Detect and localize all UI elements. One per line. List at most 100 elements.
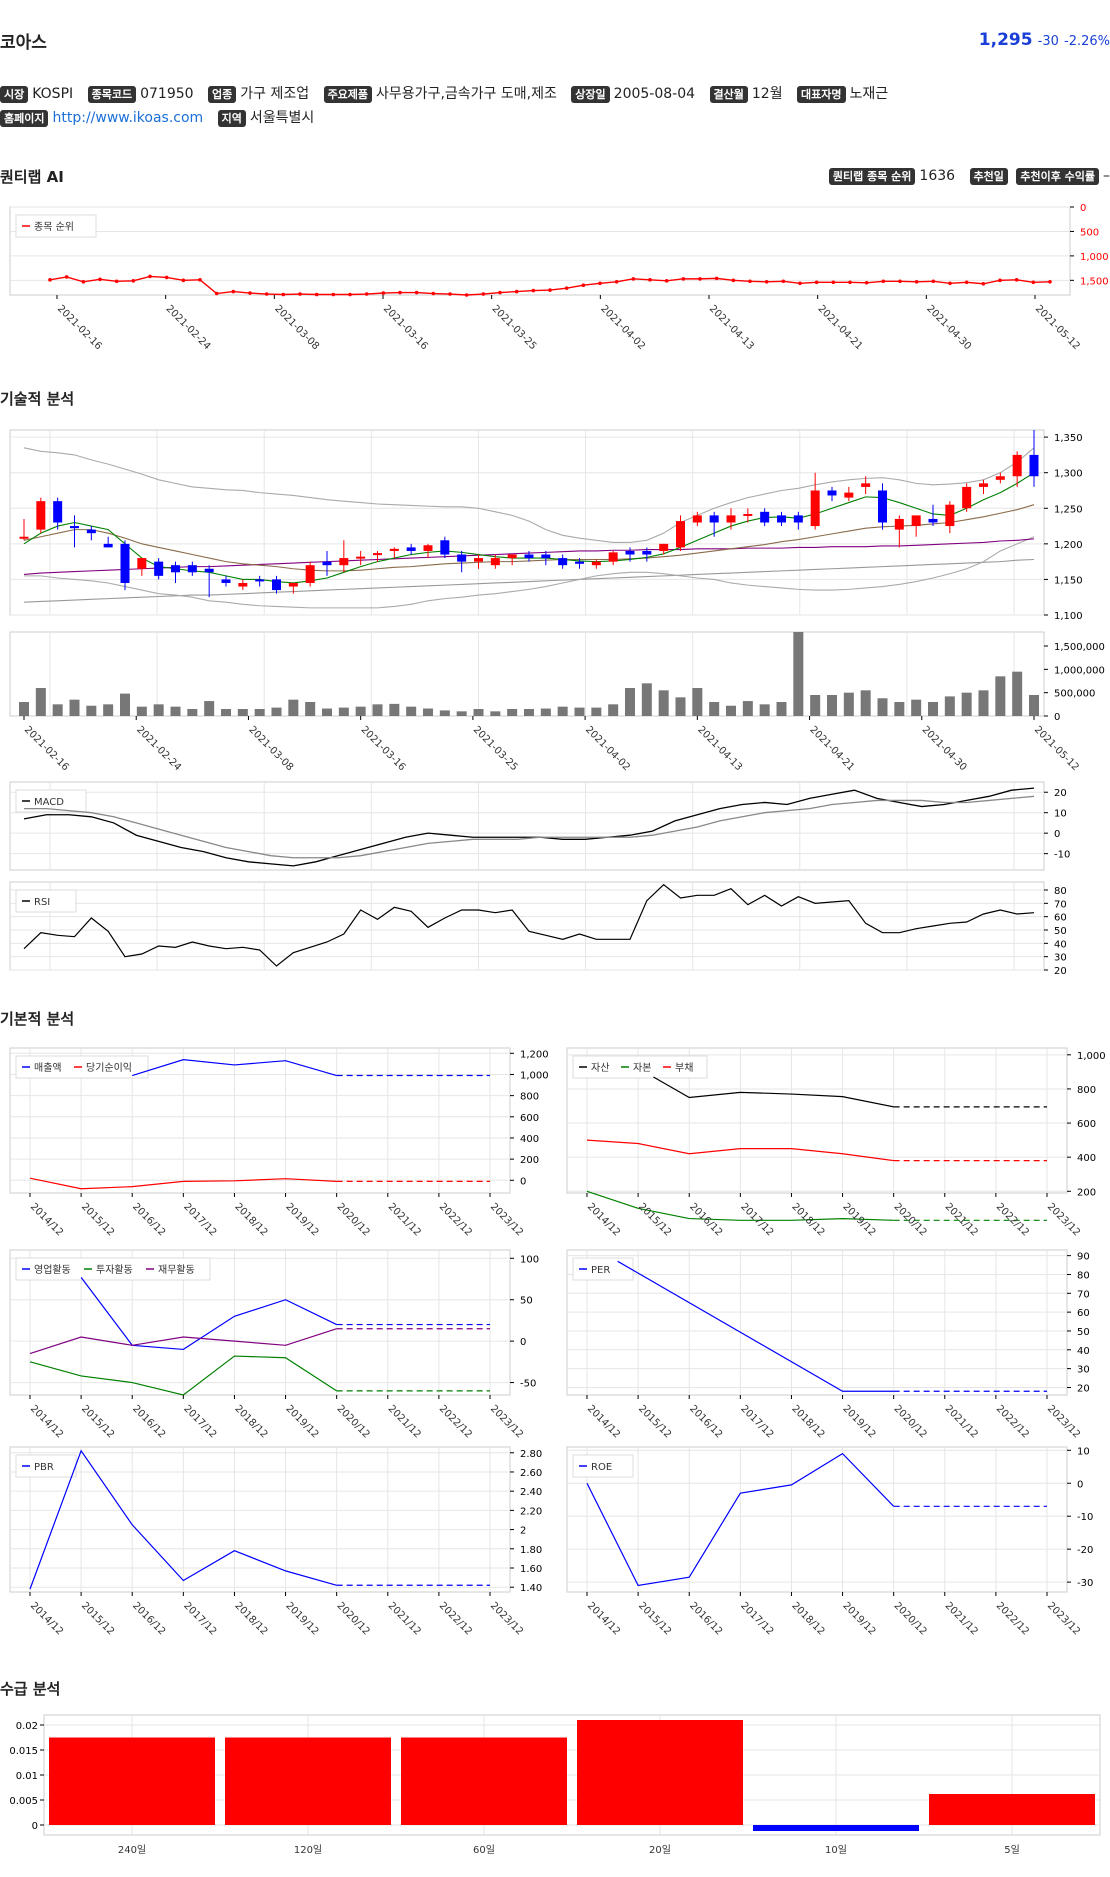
- rec-return-tag: 추천이후 수익률: [1016, 167, 1099, 185]
- candle-body: [726, 515, 736, 523]
- rsi-tick-label-6: 20: [1054, 966, 1067, 977]
- price-tick-label-2: 1,250: [1054, 504, 1083, 515]
- per-x-label-5: 2019/12: [840, 1403, 877, 1440]
- per-x-label-6: 2020/12: [892, 1403, 929, 1440]
- legend-label-0: PBR: [34, 1462, 54, 1473]
- rank-point: [681, 277, 686, 281]
- supply-tick-label-4: 0: [32, 1821, 38, 1832]
- cashflow-영업활동-solid: [80, 1276, 337, 1351]
- volume-x-label-8: 2021-04-30: [920, 724, 969, 773]
- candle-body: [86, 529, 96, 534]
- rank-point: [414, 290, 419, 295]
- supply-title: 수급 분석: [0, 1680, 61, 1698]
- pbr-x-label-9: 2023/12: [488, 1600, 525, 1637]
- volume-bar: [423, 708, 433, 716]
- candle-body: [608, 552, 618, 562]
- sales-x-label-4: 2018/12: [232, 1201, 269, 1238]
- volume-bar: [944, 696, 955, 716]
- volume-bar: [540, 708, 551, 716]
- volume-x-label-6: 2021-04-13: [695, 724, 744, 773]
- rank-point: [764, 280, 769, 284]
- rank-point: [264, 292, 269, 296]
- candle-body: [810, 490, 820, 527]
- per-x-label-2: 2016/12: [687, 1403, 724, 1440]
- cashflow-x-label-3: 2017/12: [181, 1403, 218, 1440]
- candle-body: [541, 554, 551, 559]
- rec-return-value: –: [1103, 168, 1110, 184]
- rank-point: [398, 290, 402, 295]
- supply-x-label-1: 120일: [294, 1844, 322, 1856]
- per-tick-label-5: 40: [1077, 1346, 1090, 1357]
- volume-bar: [1012, 671, 1023, 716]
- rank-point: [131, 279, 136, 283]
- cashflow-x-label-0: 2014/12: [28, 1403, 65, 1440]
- candle-body: [406, 547, 416, 551]
- volume-bar: [625, 688, 635, 716]
- sales-x-label-6: 2020/12: [335, 1201, 372, 1238]
- candle-body: [356, 556, 366, 559]
- rank-tick-label-0: 0: [1080, 203, 1086, 214]
- balance-tick-label-1: 800: [1077, 1085, 1096, 1096]
- volume-bar: [827, 695, 837, 716]
- per-tick-label-2: 70: [1077, 1289, 1090, 1300]
- candle-body: [1029, 454, 1039, 477]
- rank-tick-label-1: 500: [1080, 227, 1099, 238]
- macd-tick-label-2: 0: [1054, 829, 1060, 840]
- candle-body: [103, 543, 113, 548]
- candle-body: [709, 515, 719, 523]
- candle-body: [457, 554, 467, 562]
- rank-point: [98, 277, 102, 282]
- rank-point: [448, 292, 452, 296]
- legend-box: [15, 1257, 211, 1281]
- candle-body: [659, 543, 669, 551]
- pbr-chart: 2.80 2.60 2.40 2.20 2 1.80 1.60 1.40 PBR 2014/12 2…: [9, 1446, 542, 1637]
- balance-tick-label-3: 400: [1077, 1153, 1096, 1164]
- candle-body: [911, 515, 921, 527]
- per-tick-label-7: 20: [1077, 1383, 1090, 1394]
- sales-tick-label-5: 200: [520, 1155, 539, 1166]
- supply-tick-label-1: 0.015: [9, 1746, 38, 1757]
- cashflow-tick-label-0: 100: [520, 1254, 539, 1265]
- rank-point: [281, 292, 286, 297]
- rank-x-label-2: 2021-03-08: [272, 303, 321, 352]
- homepage-link[interactable]: http://www.ikoas.com: [52, 110, 204, 126]
- cashflow-tick-label-2: 0: [520, 1337, 526, 1348]
- candle-body: [928, 518, 938, 523]
- rank-point: [298, 292, 302, 296]
- price-change-pct: -2.26%: [1064, 34, 1110, 49]
- candle-body: [575, 561, 584, 564]
- legend-label-2: 재무활동: [158, 1263, 195, 1276]
- price-change: -30: [1037, 34, 1059, 49]
- candle-body: [524, 554, 534, 559]
- volume-bar: [608, 704, 619, 716]
- volume-bar: [591, 707, 602, 716]
- macd-signal: [24, 795, 1035, 859]
- volume-bar: [19, 702, 29, 716]
- legend-label-0: ROE: [591, 1462, 612, 1473]
- rsi-tick-label-0: 80: [1054, 886, 1067, 897]
- price-chart: 1,350 1,300 1,250 1,200 1,150 1,100: [9, 429, 1083, 622]
- rank-point: [881, 279, 886, 284]
- per-tick-label-1: 80: [1077, 1270, 1090, 1281]
- pbr-tick-label-3: 2.20: [520, 1506, 542, 1517]
- legend-box: [15, 789, 87, 813]
- pbr-x-label-1: 2015/12: [79, 1600, 116, 1637]
- supply-tick-label-3: 0.005: [9, 1796, 38, 1807]
- price-ma120: [23, 558, 1035, 603]
- volume-bar: [221, 709, 231, 716]
- cashflow-tick-label-1: 50: [520, 1296, 533, 1307]
- volume-x-label-9: 2021-05-12: [1032, 724, 1081, 773]
- sales-x-label-5: 2019/12: [283, 1201, 320, 1238]
- price-tick-label-3: 1,200: [1054, 540, 1083, 551]
- volume-bar: [658, 690, 669, 716]
- volume-bar: [103, 704, 114, 716]
- rank-point: [464, 293, 469, 297]
- candle-body: [36, 501, 46, 530]
- roe-chart: 10 0 -10 -20 -30 ROE 2014/12 2015/12 2016/12 2017…: [566, 1446, 1093, 1637]
- rank-point: [598, 281, 602, 286]
- pbr-tick-label-5: 1.80: [520, 1545, 542, 1556]
- roe-x-label-6: 2020/12: [892, 1600, 929, 1637]
- rank-point: [631, 277, 636, 281]
- price-tick-label-1: 1,300: [1054, 469, 1083, 480]
- candle-body: [676, 521, 685, 548]
